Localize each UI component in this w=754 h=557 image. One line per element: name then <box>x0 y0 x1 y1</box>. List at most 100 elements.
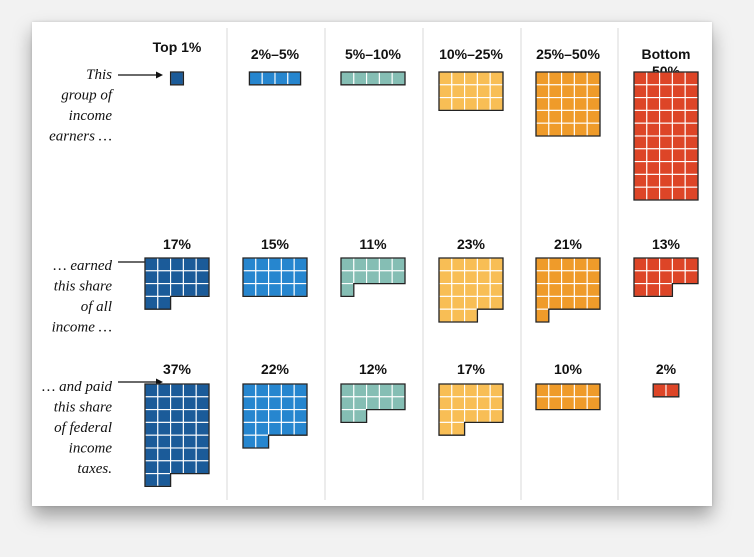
taxes-top_1-square <box>157 473 172 487</box>
taxes-5_10-square <box>391 396 406 411</box>
income-10_25-square <box>451 270 466 285</box>
income-pct-2_5: 15% <box>261 236 290 252</box>
income-5_10-square <box>340 283 355 297</box>
population-25_50-square <box>573 71 588 86</box>
income-2_5-square <box>255 283 270 297</box>
population-25_50-square <box>561 84 575 99</box>
population-25_50-square <box>586 109 601 124</box>
taxes-5_10-square <box>353 409 368 423</box>
taxes-top_1-square <box>157 460 172 475</box>
taxes-top_1-square <box>144 460 159 475</box>
income-pct-top_1: 17% <box>163 236 192 252</box>
taxes-top_1-square <box>144 473 159 487</box>
population-bottom_50-square <box>646 122 661 137</box>
population-10_25-square <box>438 84 453 99</box>
taxes-2_5-square <box>268 396 282 411</box>
income-10_25-square <box>438 308 453 323</box>
taxes-top_1-square <box>144 447 159 462</box>
income-25_50-square <box>573 295 588 310</box>
taxes-top_1-square <box>144 396 159 411</box>
income-2_5-square <box>293 257 308 272</box>
population-5_10-outline <box>340 71 406 86</box>
population-bottom_50-square <box>684 148 699 163</box>
population-10_25-outline <box>438 71 504 112</box>
income-top_1-square <box>157 270 172 285</box>
taxes-pct-5_10: 12% <box>359 361 388 377</box>
taxes-25_50-square <box>535 396 550 411</box>
taxes-top_1-square <box>195 460 210 475</box>
income-bottom_50-square <box>671 270 686 285</box>
taxes-10_25-square <box>451 383 466 398</box>
income-25_50-square <box>561 283 575 297</box>
population-bottom_50-square <box>671 122 686 137</box>
income-10_25-square <box>451 295 466 310</box>
income-top_1-square <box>195 270 210 285</box>
income-5_10-square <box>391 257 406 272</box>
population-25_50-square <box>561 122 575 137</box>
population-25_50-square <box>573 122 588 137</box>
population-bottom_50-square <box>659 148 673 163</box>
income-25_50-square <box>573 283 588 297</box>
taxes-10_25-square <box>451 409 466 423</box>
taxes-5_10-square <box>340 396 355 411</box>
population-25_50-square <box>548 84 563 99</box>
income-top_1-square <box>144 257 159 272</box>
income-5_10-square <box>391 270 406 285</box>
population-bottom_50-square <box>684 109 699 124</box>
income-25_50-square <box>586 295 601 310</box>
taxes-top_1-square <box>182 460 197 475</box>
income-25_50-square <box>561 270 575 285</box>
taxes-2_5-square <box>242 409 257 423</box>
income-10_25-square <box>476 295 491 310</box>
row-label-line: This <box>86 67 112 83</box>
taxes-2_5-square <box>242 383 257 398</box>
population-bottom_50-square <box>633 97 648 111</box>
taxes-2_5-square <box>293 421 308 436</box>
income-top_1-square <box>170 283 184 297</box>
population-bottom_50-square <box>659 173 673 188</box>
population-bottom_50-square <box>659 161 673 175</box>
taxes-5_10-square <box>340 409 355 423</box>
taxes-2_5-square <box>293 409 308 423</box>
income-10_25-square <box>476 257 491 272</box>
income-10_25-square <box>451 283 466 297</box>
income-25_50-square <box>535 308 550 323</box>
population-bottom_50-square <box>684 135 699 150</box>
income-2_5-square <box>268 270 282 285</box>
income-pct-5_10: 11% <box>359 236 387 252</box>
row-label-line: this share <box>54 400 113 416</box>
taxes-5_10-square <box>366 396 380 411</box>
taxes-pct-bottom_50: 2% <box>656 361 677 377</box>
population-25_50-square <box>535 109 550 124</box>
population-bottom_50-square <box>684 173 699 188</box>
row-label-taxes: … and paid this share of federal income taxe… <box>42 379 113 477</box>
taxes-top_1-square <box>144 421 159 436</box>
income-25_50-square <box>573 257 588 272</box>
taxes-top_1-square <box>170 421 184 436</box>
population-25_50-square <box>535 97 550 111</box>
income-25_50-square <box>573 270 588 285</box>
income-5_10-square <box>366 257 380 272</box>
taxes-2_5-square <box>280 383 295 398</box>
row-label-line: of all <box>81 299 112 315</box>
taxes-top_1-square <box>157 421 172 436</box>
income-2_5-square <box>268 257 282 272</box>
population-10_25-square <box>489 84 504 99</box>
income-10_25-square <box>438 270 453 285</box>
taxes-pct-25_50: 10% <box>554 361 583 377</box>
population-bottom_50-square <box>671 97 686 111</box>
population-2_5-square <box>261 71 276 86</box>
population-2_5-square <box>248 71 263 86</box>
taxes-2_5-square <box>268 383 282 398</box>
taxes-top_1-square <box>170 447 184 462</box>
income-10_25-square <box>438 283 453 297</box>
population-25_50-square <box>548 71 563 86</box>
taxes-25_50-square <box>573 383 588 398</box>
taxes-2_5-square <box>242 421 257 436</box>
income-pct-10_25: 23% <box>457 236 486 252</box>
income-bottom_50-square <box>684 270 699 285</box>
group-header-2_5: 2%–5% <box>251 46 300 62</box>
income-top_1-square <box>144 295 159 310</box>
income-25_50-square <box>535 295 550 310</box>
taxes-2_5-square <box>268 409 282 423</box>
